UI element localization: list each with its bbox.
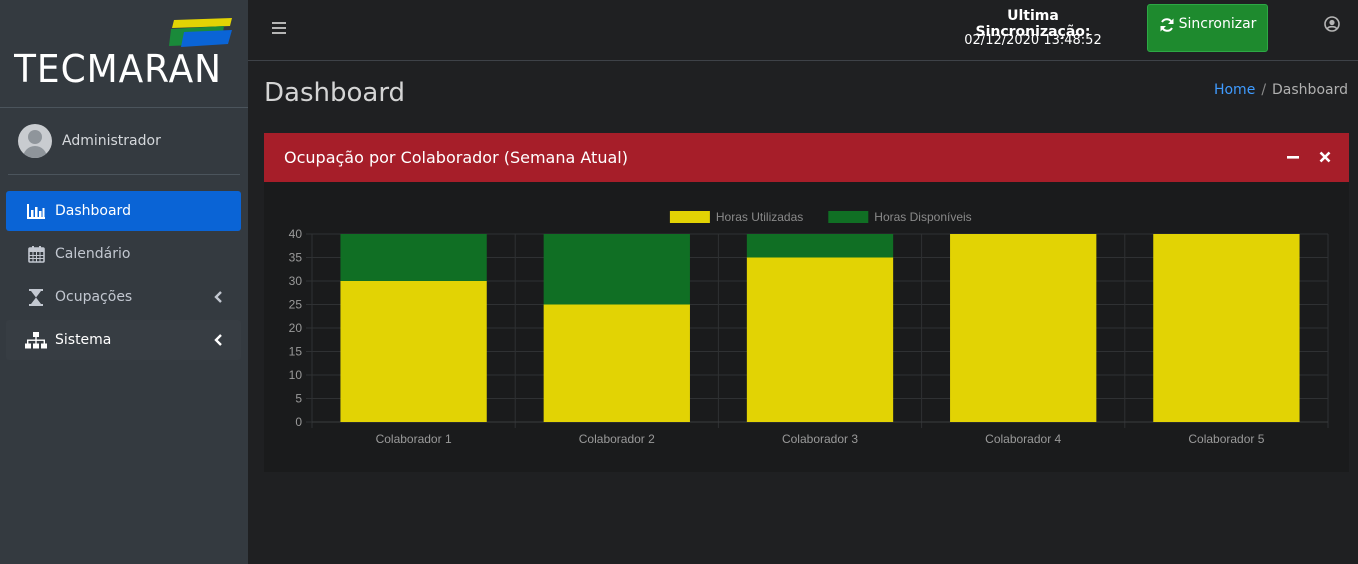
user-panel[interactable]: Administrador (8, 108, 240, 175)
y-tick-label: 40 (289, 227, 303, 241)
sidebar-item-label: Calendário (55, 246, 131, 262)
calendar-icon (25, 245, 47, 263)
bar-horas-disponiveis (340, 234, 487, 281)
y-tick-label: 30 (289, 274, 303, 288)
top-navbar: Ultima Sincronização: 02/12/2020 13:48:5… (248, 0, 1358, 61)
brand[interactable]: TECMARAN (0, 0, 248, 108)
occupation-card: Ocupação por Colaborador (Semana Atual) … (264, 133, 1349, 472)
y-tick-label: 25 (289, 298, 303, 312)
card-header: Ocupação por Colaborador (Semana Atual) (264, 133, 1349, 182)
user-name[interactable]: Administrador (62, 133, 161, 149)
sidebar-item-label: Sistema (55, 332, 112, 348)
bar-horas-utilizadas (1153, 234, 1300, 422)
svg-text:TECMARAN: TECMARAN (14, 47, 222, 91)
breadcrumb-current: Dashboard (1272, 82, 1348, 98)
y-tick-label: 35 (289, 251, 303, 265)
sidebar: TECMARAN Administrador Dashboard Calendá… (0, 0, 248, 564)
chevron-left-icon (214, 334, 222, 346)
x-tick-label: Colaborador 1 (376, 432, 452, 446)
y-tick-label: 10 (289, 368, 303, 382)
occupation-bar-chart: 0 5 10 15 20 25 30 35 40 Colaborador 1 Colaborador… (289, 210, 1329, 446)
bar-horas-disponiveis (746, 234, 894, 258)
breadcrumb-home-link[interactable]: Home (1213, 82, 1256, 98)
y-tick-label: 5 (295, 392, 302, 406)
breadcrumb-separator: / (1261, 82, 1267, 98)
bar-horas-utilizadas (340, 281, 487, 422)
tecmaran-logo: TECMARAN (14, 18, 232, 91)
chevron-left-icon (214, 291, 222, 303)
sidebar-item-calendario[interactable]: Calendário (6, 234, 241, 274)
breadcrumb: Home / Dashboard (1214, 82, 1348, 98)
bar-horas-utilizadas (543, 304, 690, 422)
close-icon[interactable] (1318, 150, 1332, 164)
legend-swatch (669, 211, 710, 223)
user-circle-icon[interactable] (1324, 16, 1340, 32)
last-sync-time: 02/12/2020 13:48:52 (964, 33, 1102, 48)
minus-icon[interactable] (1286, 150, 1300, 164)
hamburger-menu-icon[interactable] (272, 22, 286, 34)
page-title: Dashboard (264, 78, 406, 108)
y-tick-label: 20 (289, 321, 303, 335)
bar-horas-disponiveis (543, 234, 690, 305)
sidebar-item-label: Dashboard (55, 203, 131, 219)
bar-chart-icon (25, 202, 47, 220)
sidebar-item-label: Ocupações (55, 289, 133, 305)
x-tick-label: Colaborador 4 (985, 432, 1061, 446)
legend-label: Horas Utilizadas (716, 210, 803, 224)
sidebar-item-ocupacoes[interactable]: Ocupações (6, 277, 241, 317)
x-tick-label: Colaborador 3 (782, 432, 858, 446)
last-sync-label: Ultima Sincronização: (975, 8, 1091, 40)
card-title: Ocupação por Colaborador (Semana Atual) (284, 148, 628, 167)
user-avatar (18, 124, 52, 158)
y-tick-label: 15 (289, 345, 303, 359)
bar-horas-utilizadas (950, 234, 1097, 422)
bar-horas-utilizadas (746, 257, 894, 422)
x-tick-label: Colaborador 5 (1188, 432, 1264, 446)
sync-button[interactable]: Sincronizar (1147, 4, 1268, 52)
x-tick-label: Colaborador 2 (579, 432, 655, 446)
legend-label: Horas Disponíveis (874, 210, 971, 224)
y-tick-label: 0 (295, 415, 302, 429)
sidebar-nav: Dashboard Calendário Ocupações Sistema (0, 175, 248, 360)
sidebar-item-sistema[interactable]: Sistema (6, 320, 241, 360)
sync-button-label: Sincronizar (1178, 16, 1257, 32)
hourglass-icon (25, 288, 47, 306)
sitemap-icon (25, 331, 47, 349)
legend-swatch (828, 211, 869, 223)
chart-container: 0 5 10 15 20 25 30 35 40 Colaborador 1 Colaborador… (264, 182, 1349, 472)
refresh-icon (1160, 18, 1174, 32)
sidebar-item-dashboard[interactable]: Dashboard (6, 191, 241, 231)
